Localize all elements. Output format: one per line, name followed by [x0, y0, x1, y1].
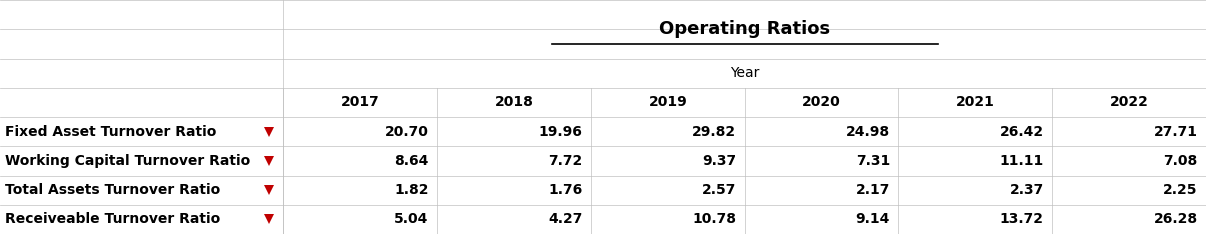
Text: 24.98: 24.98 — [845, 125, 890, 139]
Text: 2019: 2019 — [649, 95, 687, 109]
Text: 9.14: 9.14 — [855, 212, 890, 226]
Text: Operating Ratios: Operating Ratios — [660, 20, 830, 38]
Text: Working Capital Turnover Ratio: Working Capital Turnover Ratio — [5, 154, 250, 168]
Text: 1.76: 1.76 — [549, 183, 582, 197]
Text: 2.25: 2.25 — [1163, 183, 1198, 197]
Text: 20.70: 20.70 — [385, 125, 428, 139]
Text: 1.82: 1.82 — [394, 183, 428, 197]
Text: 2022: 2022 — [1110, 95, 1148, 109]
Text: 11.11: 11.11 — [1000, 154, 1043, 168]
Text: 27.71: 27.71 — [1154, 125, 1198, 139]
Text: 5.04: 5.04 — [394, 212, 428, 226]
Text: 2.57: 2.57 — [702, 183, 736, 197]
Text: Total Assets Turnover Ratio: Total Assets Turnover Ratio — [5, 183, 219, 197]
Text: 2017: 2017 — [341, 95, 380, 109]
Text: 10.78: 10.78 — [692, 212, 736, 226]
Text: 2018: 2018 — [494, 95, 533, 109]
Text: 29.82: 29.82 — [692, 125, 736, 139]
Text: 2020: 2020 — [802, 95, 841, 109]
Text: 26.42: 26.42 — [1000, 125, 1043, 139]
Text: Receiveable Turnover Ratio: Receiveable Turnover Ratio — [5, 212, 219, 226]
Text: 2.17: 2.17 — [855, 183, 890, 197]
Text: 13.72: 13.72 — [1000, 212, 1043, 226]
Text: 2021: 2021 — [956, 95, 995, 109]
Text: 9.37: 9.37 — [702, 154, 736, 168]
Text: 19.96: 19.96 — [539, 125, 582, 139]
Text: Year: Year — [730, 66, 760, 80]
Text: Fixed Asset Turnover Ratio: Fixed Asset Turnover Ratio — [5, 125, 216, 139]
Text: 26.28: 26.28 — [1153, 212, 1198, 226]
Text: 7.72: 7.72 — [549, 154, 582, 168]
Text: 4.27: 4.27 — [548, 212, 582, 226]
Text: 8.64: 8.64 — [394, 154, 428, 168]
Text: 7.08: 7.08 — [1164, 154, 1198, 168]
Text: 2.37: 2.37 — [1009, 183, 1043, 197]
Text: 7.31: 7.31 — [856, 154, 890, 168]
